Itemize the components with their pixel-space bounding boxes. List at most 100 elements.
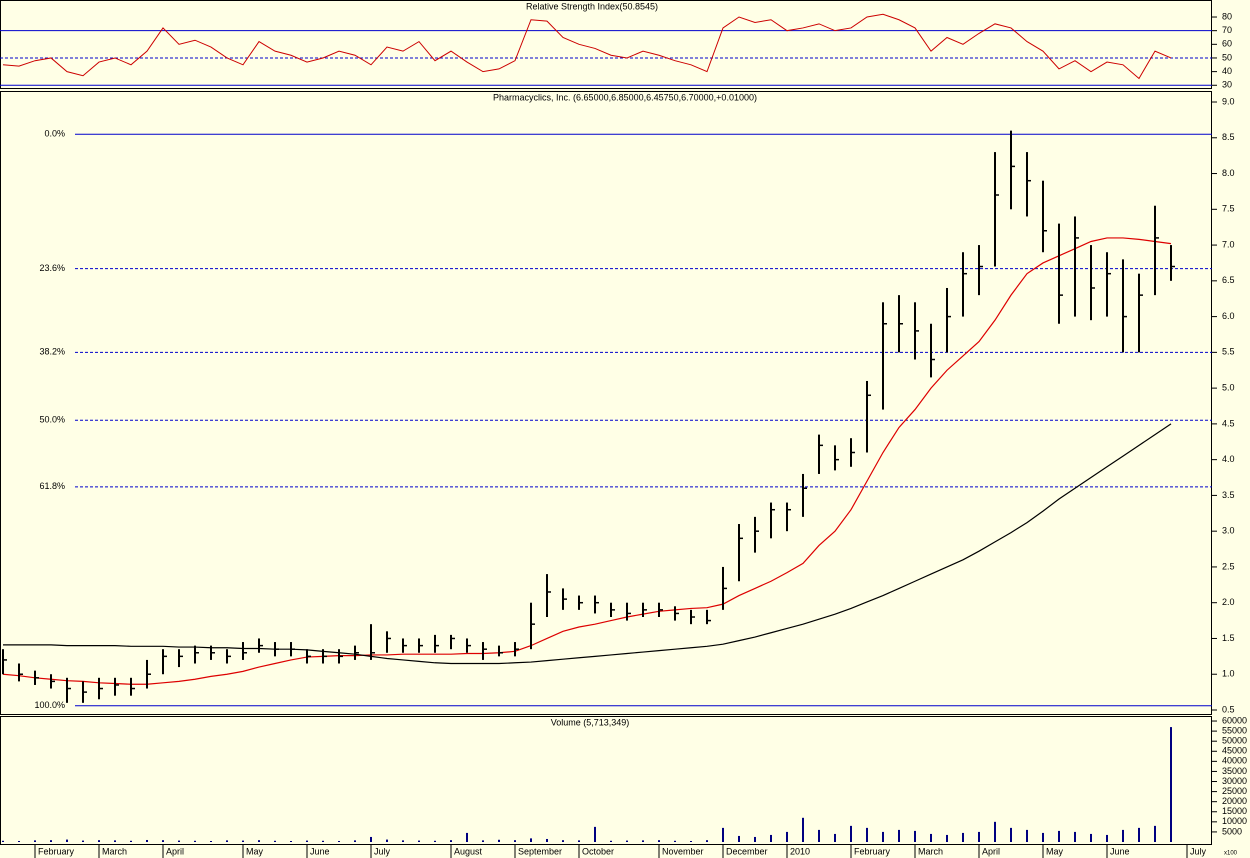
volume-bar <box>626 840 628 842</box>
x-tick-label: May <box>1046 846 1064 856</box>
volume-bar <box>1058 830 1060 842</box>
volume-bar <box>82 840 84 842</box>
volume-bar <box>418 840 420 842</box>
fib-label: 0.0% <box>44 129 65 139</box>
y-tick-label: 30 <box>1222 80 1232 90</box>
volume-bar <box>50 840 52 842</box>
volume-bar <box>802 817 804 842</box>
volume-bar <box>1010 827 1012 842</box>
volume-bar <box>738 835 740 842</box>
y-tick-label: 4.0 <box>1222 454 1235 464</box>
x-tick-label: July <box>374 846 391 856</box>
volume-bar <box>322 840 324 842</box>
volume-bar <box>194 840 196 842</box>
volume-bar <box>786 831 788 842</box>
y-tick-label: 0.5 <box>1222 704 1235 714</box>
y-tick-label: 80 <box>1222 11 1232 21</box>
x-tick-label: February <box>854 846 891 856</box>
y-tick-label: 7.5 <box>1222 204 1235 214</box>
y-tick-label: 50 <box>1222 52 1232 62</box>
volume-bar <box>210 840 212 842</box>
fib-label: 100.0% <box>34 700 65 710</box>
x-tick-label: May <box>246 846 264 856</box>
moving-average <box>2 237 1172 685</box>
x-tick-label: September <box>518 846 562 856</box>
y-tick-label: 20000 <box>1222 796 1247 806</box>
fib-label: 61.8% <box>39 481 65 491</box>
y-tick-label: 15000 <box>1222 806 1247 816</box>
volume-bar <box>594 826 596 842</box>
y-tick-label: 9.0 <box>1222 96 1235 106</box>
price-title: Pharmacyclics, Inc. (6.65000,6.85000,6.4… <box>493 92 757 102</box>
y-tick-label: 7.0 <box>1222 239 1235 249</box>
y-tick-label: 2.0 <box>1222 597 1235 607</box>
volume-bar <box>1026 829 1028 842</box>
volume-bar <box>66 839 68 842</box>
volume-bar <box>498 839 500 842</box>
y-tick-label: 3.5 <box>1222 490 1235 500</box>
volume-bar <box>226 840 228 842</box>
volume-bar <box>642 840 644 842</box>
volume-bar <box>242 840 244 842</box>
x-tick-label: October <box>582 846 614 856</box>
y-tick-label: 60 <box>1222 39 1232 49</box>
y-tick-label: 1.5 <box>1222 633 1235 643</box>
y-tick-label: 8.0 <box>1222 168 1235 178</box>
y-tick-label: 50000 <box>1222 736 1247 746</box>
volume-bar <box>610 840 612 842</box>
volume-bar <box>114 840 116 842</box>
y-tick-label: 35000 <box>1222 766 1247 776</box>
volume-bar <box>1074 831 1076 842</box>
volume-bar <box>978 831 980 842</box>
x-tick-label: March <box>918 846 943 856</box>
volume-bar <box>98 840 100 842</box>
y-tick-label: 5.5 <box>1222 347 1235 357</box>
y-tick-label: 70 <box>1222 25 1232 35</box>
volume-bar <box>962 832 964 842</box>
y-tick-label: 10000 <box>1222 816 1247 826</box>
volume-bar <box>450 840 452 842</box>
fib-label: 38.2% <box>39 347 65 357</box>
y-tick-label: 30000 <box>1222 776 1247 786</box>
volume-bar <box>914 830 916 842</box>
x-tick-label: 2010 <box>790 846 810 856</box>
volume-bar <box>834 833 836 842</box>
y-tick-label: 40000 <box>1222 756 1247 766</box>
volume-bar <box>306 840 308 842</box>
y-tick-label: 4.5 <box>1222 418 1235 428</box>
volume-bar <box>18 840 20 842</box>
volume-bar <box>866 827 868 842</box>
volume-bar <box>546 838 548 842</box>
volume-frame <box>0 716 1212 845</box>
x-tick-label: December <box>726 846 768 856</box>
volume-title: Volume (5,713,349) <box>551 717 630 727</box>
y-tick-label: 25000 <box>1222 786 1247 796</box>
x-tick-label: March <box>102 846 127 856</box>
volume-bar <box>898 829 900 842</box>
y-tick-label: 60000 <box>1222 715 1247 725</box>
panel-frames <box>0 0 1212 845</box>
y-tick-label: 5000 <box>1222 826 1242 836</box>
y-tick-label: 5.0 <box>1222 382 1235 392</box>
volume-bar <box>1042 832 1044 842</box>
volume-bar <box>466 832 468 842</box>
x-tick-label: April <box>166 846 184 856</box>
y-tick-label: 1.0 <box>1222 669 1235 679</box>
volume-bar <box>1170 727 1172 842</box>
volume-bar <box>2 840 4 842</box>
x-tick-label: February <box>38 846 75 856</box>
volume-bar <box>690 840 692 842</box>
volume-bar <box>818 829 820 842</box>
volume-bar <box>514 840 516 842</box>
x-tick-label: April <box>982 846 1000 856</box>
volume-bar <box>338 840 340 842</box>
volume-bar <box>146 839 148 842</box>
volume-bar <box>258 840 260 842</box>
volume-bar <box>562 840 564 842</box>
y-tick-label: 6.5 <box>1222 275 1235 285</box>
y-tick-label: 6.0 <box>1222 311 1235 321</box>
volume-bar <box>370 836 372 842</box>
volume-bar <box>770 834 772 842</box>
volume-bar <box>1138 827 1140 842</box>
